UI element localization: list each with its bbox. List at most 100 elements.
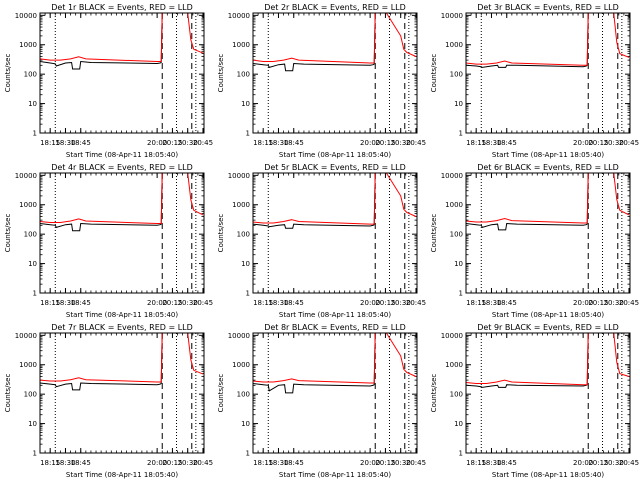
x-tick-label: 18:45 bbox=[497, 459, 517, 467]
x-tick-label: 18:15 bbox=[253, 459, 273, 467]
x-tick-label: 20:30 bbox=[178, 139, 198, 147]
series-line-lld bbox=[40, 13, 204, 62]
series-line-lld bbox=[40, 173, 204, 224]
x-tick-label: 18:30 bbox=[481, 299, 501, 307]
x-tick-label: 18:45 bbox=[71, 299, 91, 307]
series-line-lld bbox=[466, 13, 630, 66]
y-tick-label: 1 bbox=[459, 450, 463, 458]
x-tick-label: 20:15 bbox=[162, 299, 182, 307]
x-tick-label: 18:30 bbox=[55, 459, 75, 467]
x-axis-label: Start Time (08-Apr-11 18:05:40) bbox=[66, 151, 178, 159]
y-tick-label: 10 bbox=[28, 420, 37, 428]
y-tick-label: 10000 bbox=[441, 12, 463, 20]
chart-panel-9: Det 9r BLACK = Events, RED = LLD Counts/s… bbox=[430, 323, 639, 479]
x-tick-label: 20:15 bbox=[375, 139, 395, 147]
x-tick-label: 20:30 bbox=[604, 299, 624, 307]
x-tick-label: 18:45 bbox=[497, 299, 517, 307]
x-tick-label: 20:45 bbox=[619, 299, 639, 307]
x-axis-label: Start Time (08-Apr-11 18:05:40) bbox=[492, 311, 604, 319]
series-line-events bbox=[253, 173, 379, 229]
chart-panel-6: Det 6r BLACK = Events, RED = LLD Counts/s… bbox=[430, 163, 639, 319]
series-line-events bbox=[253, 333, 379, 394]
chart-title: Det 5r BLACK = Events, RED = LLD bbox=[264, 163, 406, 172]
y-tick-label: 1000 bbox=[19, 41, 37, 49]
x-tick-label: 20:30 bbox=[604, 139, 624, 147]
y-axis-label: Counts/sec bbox=[4, 374, 12, 413]
y-tick-label: 100 bbox=[450, 71, 463, 79]
chart-panel-2: Det 2r BLACK = Events, RED = LLD Counts/s… bbox=[217, 3, 426, 159]
chart-title: Det 3r BLACK = Events, RED = LLD bbox=[477, 3, 619, 12]
y-tick-label: 10 bbox=[28, 100, 37, 108]
y-tick-label: 1000 bbox=[232, 41, 250, 49]
x-tick-label: 20:00 bbox=[573, 139, 593, 147]
x-tick-label: 20:00 bbox=[147, 299, 167, 307]
chart-panel-8: Det 8r BLACK = Events, RED = LLD Counts/s… bbox=[217, 323, 426, 479]
x-tick-label: 20:00 bbox=[360, 139, 380, 147]
y-tick-label: 1 bbox=[459, 130, 463, 138]
y-tick-label: 10000 bbox=[441, 332, 463, 340]
x-tick-label: 18:45 bbox=[71, 459, 91, 467]
y-tick-label: 1 bbox=[33, 130, 37, 138]
chart-title: Det 6r BLACK = Events, RED = LLD bbox=[477, 163, 619, 172]
y-tick-label: 10 bbox=[454, 100, 463, 108]
y-tick-label: 1000 bbox=[445, 361, 463, 369]
y-tick-label: 1 bbox=[246, 130, 250, 138]
plot-frame bbox=[39, 172, 205, 294]
y-tick-label: 10000 bbox=[228, 172, 250, 180]
y-tick-label: 1 bbox=[33, 290, 37, 298]
y-tick-label: 100 bbox=[24, 391, 37, 399]
x-tick-label: 18:15 bbox=[40, 139, 60, 147]
y-axis-label: Counts/sec bbox=[4, 214, 12, 253]
y-tick-label: 10 bbox=[241, 420, 250, 428]
chart-panel-7: Det 7r BLACK = Events, RED = LLD Counts/s… bbox=[4, 323, 213, 479]
y-tick-label: 100 bbox=[237, 391, 250, 399]
x-tick-label: 20:30 bbox=[391, 299, 411, 307]
chart-panel-4: Det 4r BLACK = Events, RED = LLD Counts/s… bbox=[4, 163, 213, 319]
series-line-lld bbox=[253, 173, 417, 225]
y-tick-label: 10000 bbox=[15, 172, 37, 180]
x-tick-label: 18:45 bbox=[284, 299, 304, 307]
x-tick-label: 18:30 bbox=[268, 459, 288, 467]
x-tick-label: 20:15 bbox=[375, 459, 395, 467]
x-axis-label: Start Time (08-Apr-11 18:05:40) bbox=[279, 311, 391, 319]
plot-frame bbox=[465, 172, 631, 294]
x-tick-label: 18:30 bbox=[55, 139, 75, 147]
y-tick-label: 10000 bbox=[15, 332, 37, 340]
x-tick-label: 18:30 bbox=[55, 299, 75, 307]
x-tick-label: 18:45 bbox=[71, 139, 91, 147]
series-line-lld bbox=[466, 333, 630, 386]
y-tick-label: 1 bbox=[246, 290, 250, 298]
y-tick-label: 1 bbox=[33, 450, 37, 458]
y-axis-label: Counts/sec bbox=[430, 214, 438, 253]
chart-title: Det 8r BLACK = Events, RED = LLD bbox=[264, 323, 406, 332]
plot-frame bbox=[252, 172, 418, 294]
x-tick-label: 20:15 bbox=[162, 459, 182, 467]
series-line-lld bbox=[253, 13, 417, 64]
x-tick-label: 20:15 bbox=[588, 459, 608, 467]
x-tick-label: 18:30 bbox=[268, 299, 288, 307]
y-tick-label: 100 bbox=[24, 71, 37, 79]
y-axis-label: Counts/sec bbox=[217, 374, 225, 413]
x-tick-label: 20:00 bbox=[147, 139, 167, 147]
y-tick-label: 100 bbox=[237, 71, 250, 79]
y-tick-label: 10000 bbox=[228, 12, 250, 20]
y-tick-label: 1 bbox=[246, 450, 250, 458]
x-tick-label: 18:45 bbox=[284, 459, 304, 467]
x-tick-label: 20:45 bbox=[193, 459, 213, 467]
x-tick-label: 18:45 bbox=[284, 139, 304, 147]
y-axis-label: Counts/sec bbox=[217, 214, 225, 253]
x-tick-label: 20:15 bbox=[588, 139, 608, 147]
chart-title: Det 2r BLACK = Events, RED = LLD bbox=[264, 3, 406, 12]
x-tick-label: 18:15 bbox=[253, 139, 273, 147]
y-tick-label: 10 bbox=[241, 100, 250, 108]
x-tick-label: 20:30 bbox=[178, 459, 198, 467]
y-tick-label: 100 bbox=[237, 231, 250, 239]
x-tick-label: 20:45 bbox=[619, 139, 639, 147]
y-tick-label: 1000 bbox=[19, 361, 37, 369]
x-tick-label: 20:00 bbox=[573, 299, 593, 307]
x-tick-label: 20:00 bbox=[360, 299, 380, 307]
x-axis-label: Start Time (08-Apr-11 18:05:40) bbox=[279, 151, 391, 159]
x-tick-label: 18:15 bbox=[253, 299, 273, 307]
